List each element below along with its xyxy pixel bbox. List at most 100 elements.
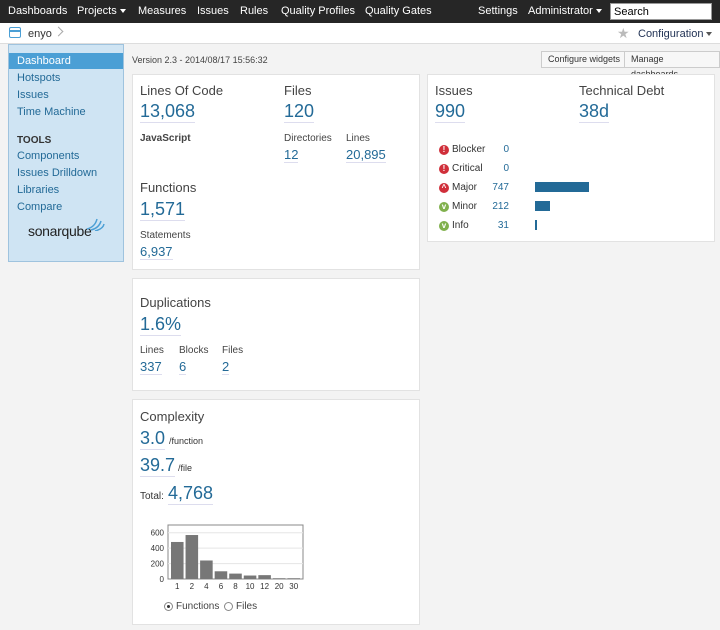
histogram-bar <box>272 578 286 579</box>
nav-quality-gates[interactable]: Quality Gates <box>365 5 432 17</box>
issues-label: Issues <box>435 83 473 98</box>
severity-count[interactable]: 0 <box>503 144 509 155</box>
version-info: Version 2.3 - 2014/08/17 15:56:32 <box>132 55 268 65</box>
size-widget: Lines Of Code 13,068 JavaScript Files 12… <box>132 74 420 270</box>
configuration-label: Configuration <box>638 28 704 40</box>
star-icon[interactable]: ★ <box>617 25 630 41</box>
sonar-waves-icon <box>86 218 105 231</box>
x-tick-label: 2 <box>190 582 195 591</box>
sidebar-item-hotspots[interactable]: Hotspots <box>17 72 61 84</box>
sidebar-item-dashboard[interactable]: Dashboard <box>9 53 123 69</box>
dup-files-label: Files <box>222 345 244 356</box>
severity-count[interactable]: 747 <box>492 182 509 193</box>
sidebar: Dashboard Hotspots Issues Time Machine T… <box>8 44 124 262</box>
functions-radio[interactable] <box>164 602 173 611</box>
x-tick-label: 6 <box>219 582 224 591</box>
issues-widget: Issues 990 Technical Debt 38d ! Blocker 0!… <box>427 74 715 242</box>
histogram-bar <box>243 575 257 579</box>
loc-label: Lines Of Code <box>140 83 224 98</box>
dup-files-value[interactable]: 2 <box>222 359 230 375</box>
sidebar-item-libraries[interactable]: Libraries <box>17 184 60 196</box>
severity-count[interactable]: 212 <box>492 201 509 212</box>
nav-settings[interactable]: Settings <box>478 5 518 17</box>
nav-administrator[interactable]: Administrator <box>528 5 602 17</box>
top-navigation: Dashboards Projects Measures Issues Rule… <box>0 0 720 23</box>
x-tick-label: 30 <box>289 582 298 591</box>
sidebar-item-issues[interactable]: Issues <box>17 89 49 101</box>
minor-icon: v <box>439 202 449 212</box>
technical-debt-value[interactable]: 38d <box>579 101 610 123</box>
histogram-bar <box>287 578 300 579</box>
nav-rules[interactable]: Rules <box>240 5 269 17</box>
histogram-bar <box>185 535 199 579</box>
sidebar-item-issues-drilldown[interactable]: Issues Drilldown <box>17 167 98 179</box>
lines-label: Lines <box>346 133 370 144</box>
files-value[interactable]: 120 <box>284 101 315 123</box>
directories-label: Directories <box>284 133 332 144</box>
histogram-bar <box>229 573 242 579</box>
sidebar-item-compare[interactable]: Compare <box>17 201 63 213</box>
y-tick-label: 0 <box>160 575 165 584</box>
histogram-bar <box>200 560 213 579</box>
search-input[interactable] <box>610 3 712 20</box>
y-tick-label: 200 <box>151 560 165 569</box>
sidebar-tools-heading: TOOLS <box>17 135 52 146</box>
breadcrumb-project[interactable]: enyo <box>28 28 52 40</box>
severity-label: Info <box>452 220 469 231</box>
major-icon: ^ <box>439 183 449 193</box>
files-radio-label[interactable]: Files <box>236 601 258 612</box>
severity-label: Minor <box>452 201 478 212</box>
duplications-widget: Duplications 1.6% Lines 337 Blocks 6 Fil… <box>132 278 420 391</box>
project-icon <box>9 27 21 38</box>
dup-blocks-value[interactable]: 6 <box>179 359 187 375</box>
loc-value[interactable]: 13,068 <box>140 101 196 123</box>
severity-count[interactable]: 0 <box>503 163 509 174</box>
configure-widgets-button[interactable]: Configure widgets <box>541 51 628 68</box>
nav-measures[interactable]: Measures <box>138 5 187 17</box>
complexity-label: Complexity <box>140 409 205 424</box>
issues-value[interactable]: 990 <box>435 101 466 123</box>
files-radio[interactable] <box>224 602 233 611</box>
configuration-menu[interactable]: Configuration <box>638 28 713 40</box>
complexity-total-value[interactable]: 4,768 <box>168 483 214 505</box>
severity-bar <box>535 201 550 211</box>
functions-value[interactable]: 1,571 <box>140 199 186 221</box>
nav-dashboards[interactable]: Dashboards <box>8 5 68 17</box>
histogram-bar <box>258 575 271 579</box>
duplications-value[interactable]: 1.6% <box>140 314 182 336</box>
x-tick-label: 12 <box>260 582 269 591</box>
sidebar-item-time-machine[interactable]: Time Machine <box>17 106 86 118</box>
complexity-widget: Complexity 3.0 /function 39.7 /file Tota… <box>132 399 420 625</box>
chevron-down-icon <box>706 32 713 37</box>
histogram-bar <box>214 571 228 579</box>
technical-debt-label: Technical Debt <box>579 83 665 98</box>
breadcrumb: enyo ★ Configuration <box>0 23 720 44</box>
manage-dashboards-button[interactable]: Manage dashboards <box>624 51 720 79</box>
sidebar-item-components[interactable]: Components <box>17 150 80 162</box>
dup-lines-value[interactable]: 337 <box>140 359 162 375</box>
functions-radio-label[interactable]: Functions <box>176 601 220 612</box>
x-tick-label: 10 <box>246 582 255 591</box>
nav-issues[interactable]: Issues <box>197 5 229 17</box>
complexity-per-file-value[interactable]: 39.7 <box>140 455 176 477</box>
files-label: Files <box>284 83 312 98</box>
dup-lines-label: Lines <box>140 345 164 356</box>
directories-value[interactable]: 12 <box>284 147 299 163</box>
severity-bar <box>535 182 589 192</box>
histogram-bar <box>171 541 184 579</box>
complexity-per-function-value[interactable]: 3.0 <box>140 428 166 450</box>
lines-value[interactable]: 20,895 <box>346 147 386 163</box>
severity-count[interactable]: 31 <box>497 220 509 231</box>
per-function-unit: /function <box>169 436 204 446</box>
nav-projects[interactable]: Projects <box>77 5 126 17</box>
nav-projects-label: Projects <box>77 5 117 17</box>
duplications-label: Duplications <box>140 295 211 310</box>
x-tick-label: 20 <box>275 582 284 591</box>
critical-icon: ! <box>439 164 449 174</box>
chevron-down-icon <box>595 9 602 14</box>
severity-label: Blocker <box>452 144 486 155</box>
statements-value[interactable]: 6,937 <box>140 244 173 260</box>
nav-quality-profiles[interactable]: Quality Profiles <box>281 5 355 17</box>
severity-label: Major <box>452 182 478 193</box>
